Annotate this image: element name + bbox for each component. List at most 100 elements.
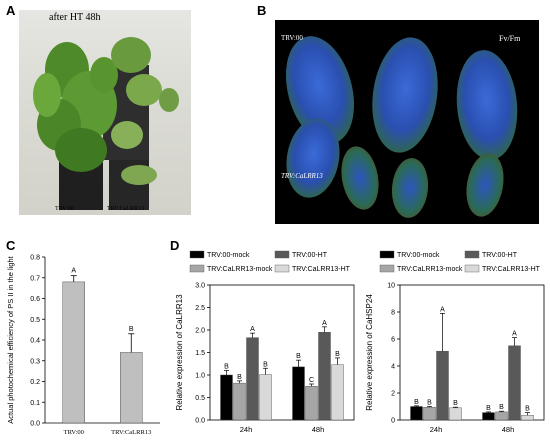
significance-letter: B [414,399,419,406]
y-tick-label: 8 [391,310,395,317]
legend-swatch [189,264,205,273]
y-tick-label: 1.5 [195,350,205,357]
legend-label: TRV:00-mock [397,252,440,259]
bar [220,374,233,421]
legend-label: TRV:00-HT [482,252,518,259]
y-tick-label: 0.8 [30,255,40,262]
significance-letter: A [71,268,76,275]
y-tick-label: 0.3 [30,358,40,365]
leaf-illustration [285,36,518,218]
bar [410,406,423,421]
y-tick-label: 0.5 [195,395,205,402]
significance-letter: B [263,361,268,368]
legend-swatch [379,264,395,273]
bar [449,407,462,421]
photo-b-label-bottom: TRV:CaLRR13 [281,172,323,180]
panel-letter-c: C [6,238,16,253]
significance-letter: A [322,320,327,327]
legend-label: TRV:CaLRR13-mock [397,266,463,273]
bar [259,374,272,421]
y-tick-label: 0.1 [30,400,40,407]
bar [120,352,143,424]
significance-letter: A [250,326,255,333]
plant-illustration [33,37,179,210]
y-tick-label: 0.6 [30,296,40,303]
legend-swatch [274,250,290,259]
y-tick-label: 0.2 [30,379,40,386]
y-tick-label: 0 [391,418,395,425]
significance-letter: C [309,377,314,384]
chart-d-right: TRV:00-mock TRV:00-HT TRV:CaLRR13-mock TRV:… [365,250,545,434]
significance-letter: B [129,326,134,333]
y-tick-label: 1.0 [195,373,205,380]
panel-letter-a: A [6,3,16,18]
legend-swatch [464,250,480,259]
significance-letter: B [296,353,301,360]
bar [62,281,85,424]
panel-letter-b: B [257,3,267,18]
significance-letter: B [525,406,530,413]
legend-label: TRV:CaLRR13-mock [207,266,273,273]
y-tick-label: 4 [391,364,395,371]
panel-letter-d: D [170,238,180,253]
legend-swatch [274,264,290,273]
bar [423,406,436,421]
significance-letter: B [237,374,242,381]
bar [331,364,344,421]
significance-letter: B [224,364,229,371]
chart-d-left: TRV:00-mock TRV:00-HT TRV:CaLRR13-mock TRV:… [175,250,355,434]
legend-swatch [464,264,480,273]
bar [508,345,521,421]
y-axis-label: Relative expression of CaHSP24 [365,294,374,411]
x-tick-label: TRV:00 [64,429,84,436]
y-tick-label: 0.5 [30,317,40,324]
significance-letter: B [499,404,504,411]
photo-b-label-metric: Fv/Fm [499,34,521,43]
x-tick-label: 48h [502,425,515,434]
photo-a-caption: after HT 48h [49,12,101,23]
y-tick-label: 2.5 [195,305,205,312]
y-axis-label: Actual photochemical efficiency of PS II… [6,255,15,423]
bar [318,332,331,421]
photo-a-label-right: TRV:CaLRR13 [107,206,145,212]
photo-a-label-left: TRV:00 [55,206,74,212]
photo-b-label-top: TRV:00 [281,34,303,42]
y-tick-label: 0.7 [30,275,40,282]
bar [305,386,318,421]
bar [495,411,508,421]
y-tick-label: 6 [391,337,395,344]
legend-swatch [379,250,395,259]
y-axis-label: Relative expression of CaLRR13 [175,294,184,411]
bar [246,337,259,421]
plant-photo: after HT 48h TRV:00 TRV:CaLRR13 [19,10,191,215]
y-tick-label: 0.4 [30,338,40,345]
significance-letter: B [427,400,432,407]
y-tick-label: 3.0 [195,283,205,290]
significance-letter: A [512,331,517,338]
bar [292,366,305,421]
legend-label: TRV:00-HT [292,252,328,259]
significance-letter: B [486,405,491,412]
legend-swatch [189,250,205,259]
y-tick-label: 2.0 [195,328,205,335]
fluorescence-image: TRV:00 TRV:CaLRR13 Fv/Fm [275,20,539,224]
y-tick-label: 0.0 [30,421,40,428]
plot-frame [399,284,545,421]
bar [482,412,495,421]
x-tick-label: 48h [312,425,325,434]
legend-label: TRV:CaLRR13-HT [292,266,351,273]
bar [521,415,534,421]
significance-letter: B [453,400,458,407]
x-tick-label: TRV:CaLRR13 [111,429,151,436]
significance-letter: A [440,306,445,313]
chart-c: Actual photochemical efficiency of PS II… [6,255,160,436]
legend-label: TRV:00-mock [207,252,250,259]
y-tick-label: 2 [391,391,395,398]
y-tick-label: 10 [387,283,395,290]
x-tick-label: 24h [430,425,443,434]
x-tick-label: 24h [240,425,253,434]
bar [436,350,449,421]
legend-label: TRV:CaLRR13-HT [482,266,541,273]
bar [233,382,246,421]
significance-letter: B [335,351,340,358]
